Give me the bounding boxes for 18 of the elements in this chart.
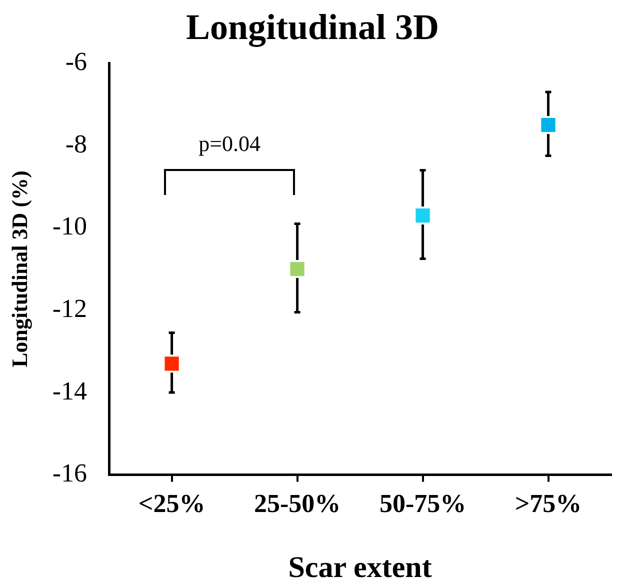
y-tick-label: -16 xyxy=(52,458,88,488)
x-tick-label: 25-50% xyxy=(254,489,341,518)
point xyxy=(541,118,556,132)
y-tick-label: -14 xyxy=(52,376,88,406)
chart-title: Longitudinal 3D xyxy=(186,6,440,47)
x-tick-label: <25% xyxy=(138,489,206,518)
y-tick-label: -12 xyxy=(52,294,88,323)
y-tick-label: -10 xyxy=(52,212,88,241)
point xyxy=(164,356,179,371)
x-axis-title: Scar extent xyxy=(288,550,432,584)
point xyxy=(416,208,430,223)
annotation: p=0.04 xyxy=(198,130,260,157)
x-tick-label: 50-75% xyxy=(379,489,466,518)
y-tick-label: -6 xyxy=(65,47,88,76)
y-axis-title: Longitudinal 3D (%) xyxy=(6,170,32,368)
x-tick-label: >75% xyxy=(514,489,582,518)
y-tick-label: -8 xyxy=(65,129,88,158)
point xyxy=(290,262,304,276)
